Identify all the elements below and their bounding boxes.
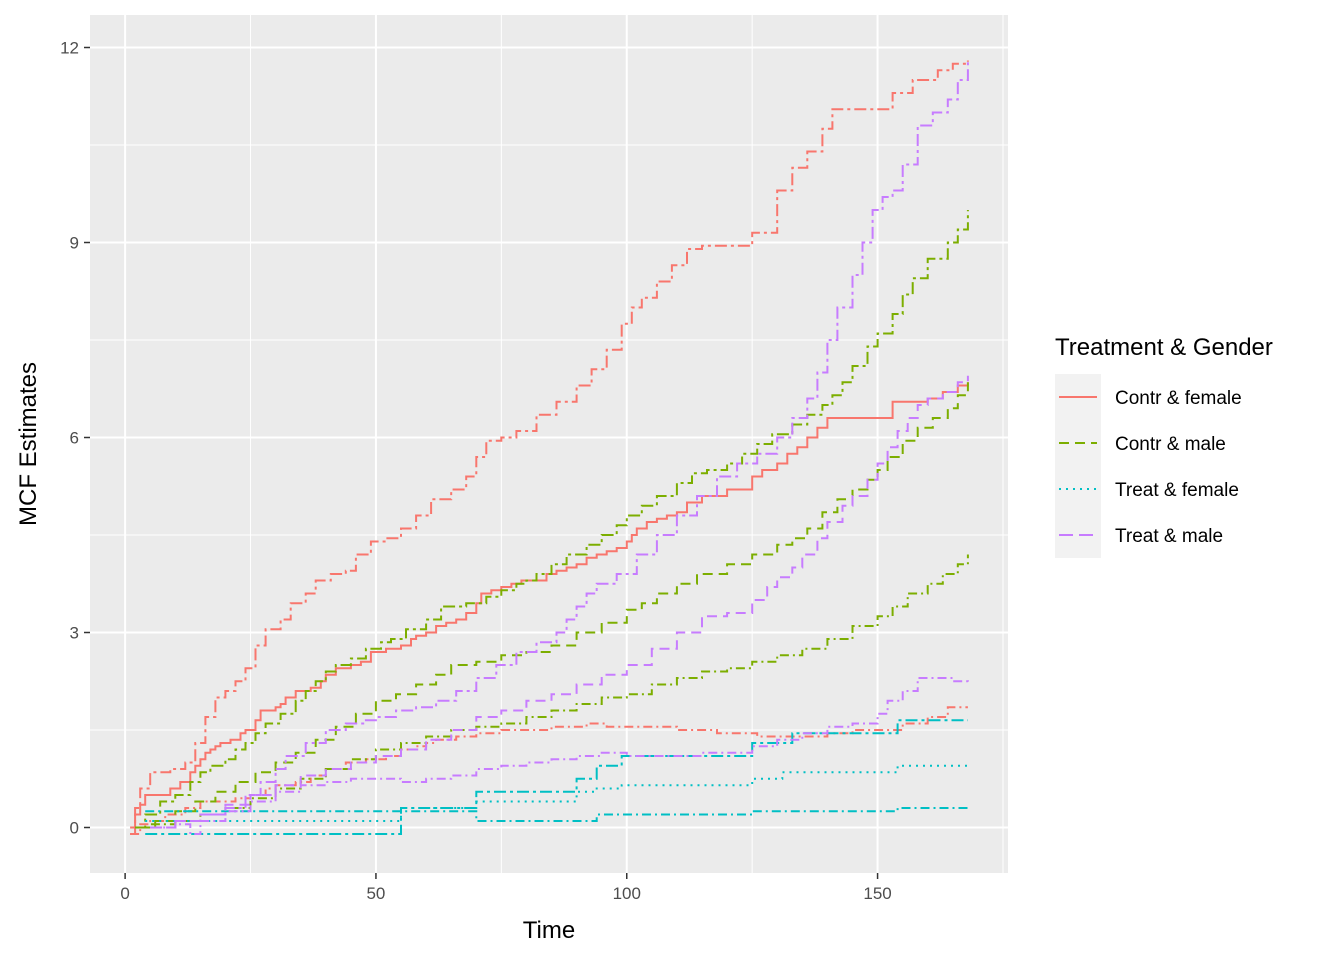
legend-label-0: Contr & female bbox=[1115, 388, 1242, 409]
y-tick-label: 6 bbox=[70, 429, 79, 448]
series-line-9 bbox=[150, 60, 969, 829]
series-line-3 bbox=[135, 210, 969, 829]
y-tick-label: 3 bbox=[70, 624, 79, 643]
x-axis-title: Time bbox=[523, 917, 575, 944]
legend-label-3: Treat & male bbox=[1115, 526, 1223, 547]
y-axis-title: MCF Estimates bbox=[15, 362, 42, 526]
series-line-10 bbox=[150, 375, 969, 829]
grid-minor bbox=[90, 15, 1008, 873]
legend-key-background bbox=[1055, 374, 1101, 558]
x-tick-label: 150 bbox=[863, 884, 891, 903]
legend-label-2: Treat & female bbox=[1115, 480, 1239, 501]
y-tick-label: 0 bbox=[70, 819, 79, 838]
series-layer bbox=[130, 60, 969, 835]
series-line-11 bbox=[150, 677, 969, 835]
series-line-0 bbox=[130, 382, 969, 829]
series-line-2 bbox=[130, 706, 968, 835]
series-line-1 bbox=[130, 60, 969, 835]
x-tick-label: 50 bbox=[366, 884, 385, 903]
x-tick-label: 0 bbox=[120, 884, 129, 903]
legend-title: Treatment & Gender bbox=[1055, 334, 1273, 361]
legend-entries: Contr & female Contr & male Treat & female… bbox=[1059, 388, 1242, 547]
grid-major bbox=[90, 15, 1008, 873]
y-tick-label: 9 bbox=[70, 234, 79, 253]
legend-label-1: Contr & male bbox=[1115, 434, 1226, 455]
y-tick-label: 12 bbox=[60, 39, 79, 58]
series-line-6 bbox=[145, 719, 968, 835]
axes-layer: 0 50 100 150 0 3 6 9 12 bbox=[60, 39, 892, 904]
plot-panel bbox=[90, 15, 1008, 873]
series-line-7 bbox=[145, 764, 968, 822]
x-tick-label: 100 bbox=[613, 884, 641, 903]
